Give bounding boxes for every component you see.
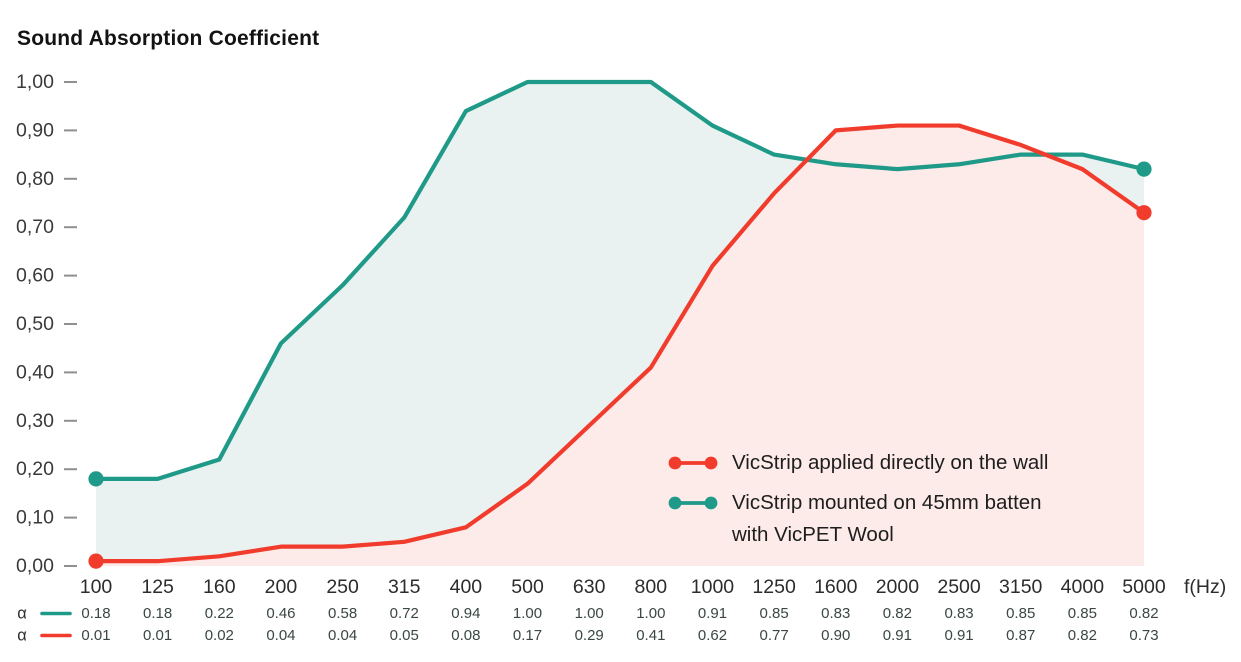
- svg-text:400: 400: [450, 576, 483, 598]
- svg-text:125: 125: [141, 576, 174, 598]
- legend-label-line: VicStrip applied directly on the wall: [732, 451, 1049, 474]
- svg-text:0.17: 0.17: [513, 627, 542, 644]
- svg-text:0.83: 0.83: [944, 605, 973, 622]
- svg-text:0.94: 0.94: [451, 605, 480, 622]
- svg-text:0.90: 0.90: [821, 627, 850, 644]
- chart-legend: VicStrip applied directly on the wall Vi…: [666, 447, 1048, 551]
- svg-text:1,00: 1,00: [16, 71, 54, 93]
- svg-text:0.05: 0.05: [390, 627, 419, 644]
- legend-item-teal-series: VicStrip mounted on 45mm batten with Vic…: [666, 487, 1048, 551]
- y-axis: 0,00 0,10 0,20 0,30 0,40 0,50 0,60 0,70 0,80 0,90…: [16, 71, 77, 577]
- svg-text:500: 500: [511, 576, 544, 598]
- value-table: α 0.18 0.18 0.22 0.46 0.58 0.72 0.94 1.00 1.00 1.0…: [17, 605, 1158, 645]
- svg-text:0.91: 0.91: [698, 605, 727, 622]
- svg-text:1000: 1000: [691, 576, 735, 598]
- svg-text:630: 630: [573, 576, 606, 598]
- svg-text:0.85: 0.85: [1006, 605, 1035, 622]
- svg-text:315: 315: [388, 576, 421, 598]
- svg-text:0.58: 0.58: [328, 605, 357, 622]
- series-lines: [88, 79, 1152, 569]
- red-series-dumbbell-icon: [668, 456, 718, 470]
- svg-text:0.91: 0.91: [883, 627, 912, 644]
- svg-text:0,70: 0,70: [16, 216, 54, 238]
- svg-text:0,20: 0,20: [16, 458, 54, 480]
- svg-text:3150: 3150: [999, 576, 1043, 598]
- svg-text:200: 200: [265, 576, 298, 598]
- data-line-red_line: [93, 123, 1147, 564]
- svg-text:0.82: 0.82: [883, 605, 912, 622]
- svg-text:0.85: 0.85: [1068, 605, 1097, 622]
- svg-text:160: 160: [203, 576, 236, 598]
- teal-series-dumbbell-icon: [668, 496, 718, 510]
- end-point-marker: [88, 553, 104, 569]
- chart-title: Sound Absorption Coefficient: [17, 27, 320, 50]
- svg-text:1.00: 1.00: [636, 605, 665, 622]
- svg-text:4000: 4000: [1061, 576, 1105, 598]
- legend-label-line: VicStrip mounted on 45mm batten: [732, 491, 1042, 514]
- end-point-marker: [88, 471, 104, 487]
- svg-text:0.72: 0.72: [390, 605, 419, 622]
- svg-text:5000: 5000: [1122, 576, 1166, 598]
- legend-label-line: with VicPET Wool: [732, 523, 894, 546]
- svg-text:2000: 2000: [876, 576, 920, 598]
- end-point-marker: [1136, 205, 1152, 221]
- svg-text:0.01: 0.01: [143, 627, 172, 644]
- svg-text:0.82: 0.82: [1068, 627, 1097, 644]
- svg-text:0.85: 0.85: [760, 605, 789, 622]
- series-area-fills: [96, 82, 1144, 566]
- data-line-teal_line: [93, 79, 1147, 481]
- svg-text:0.83: 0.83: [821, 605, 850, 622]
- end-point-marker: [1136, 161, 1152, 177]
- svg-text:α: α: [17, 627, 27, 645]
- svg-text:0.04: 0.04: [266, 627, 295, 644]
- svg-text:0.41: 0.41: [636, 627, 665, 644]
- svg-text:0.73: 0.73: [1129, 627, 1158, 644]
- svg-text:0,80: 0,80: [16, 168, 54, 190]
- svg-text:0,90: 0,90: [16, 119, 54, 141]
- svg-text:0.22: 0.22: [205, 605, 234, 622]
- svg-text:f(Hz): f(Hz): [1184, 576, 1226, 598]
- svg-text:0.02: 0.02: [205, 627, 234, 644]
- svg-text:0,60: 0,60: [16, 265, 54, 287]
- svg-text:0.08: 0.08: [451, 627, 480, 644]
- svg-text:1600: 1600: [814, 576, 858, 598]
- svg-text:0.01: 0.01: [81, 627, 110, 644]
- svg-text:1.00: 1.00: [513, 605, 542, 622]
- svg-text:0,40: 0,40: [16, 361, 54, 383]
- svg-text:0,50: 0,50: [16, 313, 54, 335]
- svg-text:250: 250: [326, 576, 359, 598]
- svg-text:0.46: 0.46: [266, 605, 295, 622]
- svg-text:100: 100: [80, 576, 113, 598]
- svg-text:0.87: 0.87: [1006, 627, 1035, 644]
- svg-text:0.77: 0.77: [760, 627, 789, 644]
- svg-text:0.18: 0.18: [81, 605, 110, 622]
- svg-text:0,10: 0,10: [16, 507, 54, 529]
- legend-item-red-series: VicStrip applied directly on the wall: [666, 447, 1048, 479]
- svg-text:0.29: 0.29: [575, 627, 604, 644]
- svg-text:800: 800: [635, 576, 668, 598]
- legend-label-red-series: VicStrip applied directly on the wall: [732, 447, 1048, 479]
- svg-text:α: α: [17, 605, 27, 623]
- area-fill-red_line: [96, 125, 1144, 566]
- svg-text:0.04: 0.04: [328, 627, 357, 644]
- svg-text:0.62: 0.62: [698, 627, 727, 644]
- svg-text:1250: 1250: [752, 576, 796, 598]
- svg-text:0.91: 0.91: [944, 627, 973, 644]
- svg-text:0,30: 0,30: [16, 410, 54, 432]
- legend-label-teal-series: VicStrip mounted on 45mm batten with Vic…: [732, 487, 1042, 551]
- svg-text:1.00: 1.00: [575, 605, 604, 622]
- svg-text:0.82: 0.82: [1129, 605, 1158, 622]
- svg-text:2500: 2500: [937, 576, 981, 598]
- svg-text:0,00: 0,00: [16, 555, 54, 577]
- svg-text:0.18: 0.18: [143, 605, 172, 622]
- x-axis: 100 125 160 200 250 315 400 500 630 800 1000 1250 16…: [80, 576, 1227, 598]
